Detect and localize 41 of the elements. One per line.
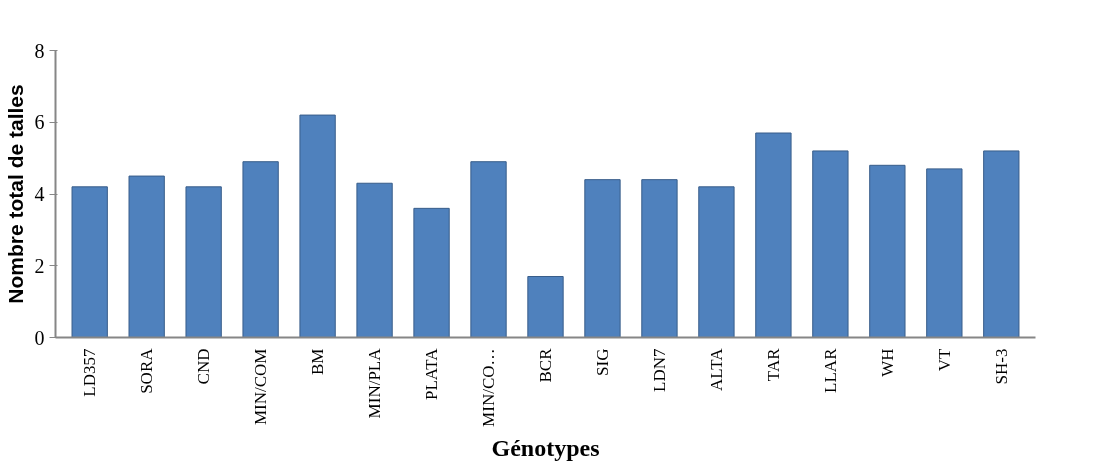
x-tick-label: MIN/COM [251,348,271,426]
y-tick-label: 4 [34,183,45,205]
x-tick-label: PLATA [422,347,442,401]
bar [584,179,621,338]
bar [356,182,393,338]
y-tick-label: 0 [34,326,45,349]
x-tick-label: SIG [592,348,612,376]
y-tick-label: 6 [34,111,45,134]
x-tick-label: ALTA [706,347,726,391]
bar [242,161,279,338]
bar [470,161,507,338]
x-tick-label: CND [194,348,214,385]
bar [413,207,450,338]
y-axis-title: Nombre total de talles [3,84,27,304]
bar [983,150,1020,338]
y-tick-label: 2 [34,254,45,277]
bar [185,186,222,338]
bar [926,168,963,338]
bar [698,186,735,338]
x-tick-label: BCR [536,347,555,383]
x-tick-label: LD357 [80,348,100,397]
bar [641,179,678,338]
x-tick-label: MIN/CO… [479,348,499,427]
x-tick-label: MIN/PLA [365,347,385,419]
bar [869,164,906,338]
y-tick-label: 8 [34,39,45,62]
bar [812,150,849,338]
x-tick-label: BM [308,348,328,375]
x-tick-label: VT [934,347,954,372]
x-axis-title: Génotypes [491,434,600,461]
bar [71,186,108,338]
bar [527,276,564,338]
bar [128,175,165,338]
x-tick-label: WH [877,348,897,377]
bar [755,132,792,338]
x-tick-label: TAR [763,347,783,382]
x-tick-label: SH-3 [991,348,1011,385]
x-tick-label: LDN7 [649,348,669,392]
bar [299,114,336,338]
x-tick-label: LLAR [820,347,840,393]
x-tick-label: SORA [137,347,157,394]
